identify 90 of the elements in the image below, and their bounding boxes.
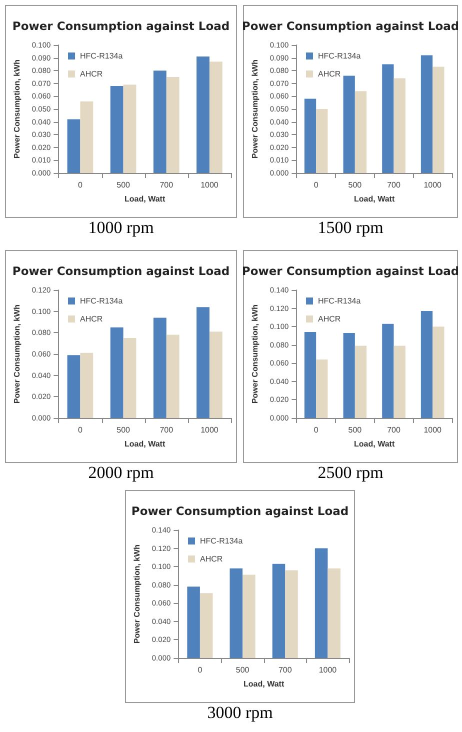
bar [316, 359, 328, 418]
legend-label: HFC-R134a [318, 296, 362, 306]
bar [196, 56, 210, 173]
bar [110, 327, 124, 418]
chart-title: Power Consumption against Load [242, 264, 460, 278]
text: 1000 rpm [88, 218, 154, 237]
bar [304, 98, 316, 173]
x-tick-label: 0 [314, 180, 319, 190]
bar [316, 109, 328, 173]
bar [420, 55, 433, 173]
text: 2500 rpm [318, 463, 384, 482]
x-axis-title: Load, Watt [244, 680, 284, 688]
bar [382, 64, 394, 173]
legend-label: AHCR [80, 314, 103, 324]
x-axis-title: Load, Watt [124, 440, 166, 448]
x-tick-label: 0 [198, 666, 203, 674]
bar [200, 593, 213, 658]
bar [187, 586, 200, 658]
x-tick-label: 700 [160, 180, 174, 190]
bar [343, 332, 355, 418]
bar [123, 84, 136, 173]
bar [123, 338, 136, 418]
x-tick-label: 1000 [200, 426, 219, 434]
bar [343, 76, 355, 173]
x-tick-label: 500 [348, 180, 362, 190]
chart-title: Power Consumption against Load [131, 504, 349, 518]
x-tick-label: 1000 [424, 180, 442, 190]
bar [420, 311, 433, 418]
legend-label: HFC-R134a [80, 296, 124, 306]
y-axis-title: Power Consumption, kWh [250, 304, 260, 404]
x-axis-title: Load, Watt [354, 194, 395, 204]
legend-label: HFC-R134a [80, 52, 124, 60]
bar [394, 346, 406, 418]
bar [209, 62, 222, 173]
bar [432, 326, 444, 418]
bar [354, 91, 367, 173]
bar [196, 307, 210, 418]
bar [304, 332, 316, 418]
bar [432, 66, 444, 173]
text: 2000 rpm [88, 463, 154, 482]
bar [354, 346, 367, 418]
chart-title: Power Consumption against Load [12, 19, 230, 33]
x-tick-label: 500 [348, 426, 362, 434]
bar [394, 78, 406, 173]
x-tick-label: 500 [116, 426, 131, 434]
legend-label: AHCR [200, 554, 223, 564]
bar [67, 355, 80, 418]
x-tick-label: 700 [160, 426, 174, 434]
x-tick-label: 700 [387, 426, 401, 434]
bar [285, 570, 298, 658]
x-tick-label: 500 [236, 666, 250, 674]
bar [110, 86, 124, 173]
bar [80, 101, 94, 173]
bar [382, 324, 394, 418]
bar [314, 548, 328, 658]
bar [80, 352, 94, 418]
x-tick-label: 0 [78, 426, 83, 434]
chart-title: Power Consumption against Load [242, 19, 460, 33]
y-axis-title: Power Consumption, kWh [12, 304, 22, 404]
x-axis-title: Load, Watt [124, 194, 166, 204]
legend-label: HFC-R134a [318, 52, 362, 60]
y-axis-title: Power Consumption, kWh [250, 59, 260, 159]
bar [67, 119, 80, 173]
bar [166, 77, 180, 173]
x-tick-label: 0 [78, 180, 83, 190]
bar [272, 564, 286, 658]
x-tick-label: 1000 [200, 180, 219, 190]
x-tick-label: 500 [116, 180, 131, 190]
text: 1500 rpm [318, 218, 384, 237]
bar [209, 332, 222, 418]
legend-label: HFC-R134a [200, 536, 244, 546]
bar [153, 70, 166, 173]
chart-title: Power Consumption against Load [12, 264, 230, 278]
x-tick-label: 1000 [424, 426, 442, 434]
x-axis-title: Load, Watt [354, 440, 395, 448]
bar [153, 318, 166, 418]
bar [166, 334, 180, 418]
x-tick-label: 700 [387, 180, 401, 190]
legend-label: AHCR [318, 314, 341, 324]
y-axis-title: Power Consumption, kWh [132, 544, 142, 644]
legend-label: AHCR [318, 70, 341, 78]
bar [242, 574, 256, 658]
bar [328, 568, 340, 658]
legend-label: AHCR [80, 70, 103, 78]
x-tick-label: 700 [278, 666, 292, 674]
x-tick-label: 0 [314, 426, 319, 434]
bar [230, 568, 243, 658]
y-axis-title: Power Consumption, kWh [12, 59, 22, 159]
x-tick-label: 1000 [318, 666, 338, 674]
text: 3000 rpm [207, 703, 273, 722]
